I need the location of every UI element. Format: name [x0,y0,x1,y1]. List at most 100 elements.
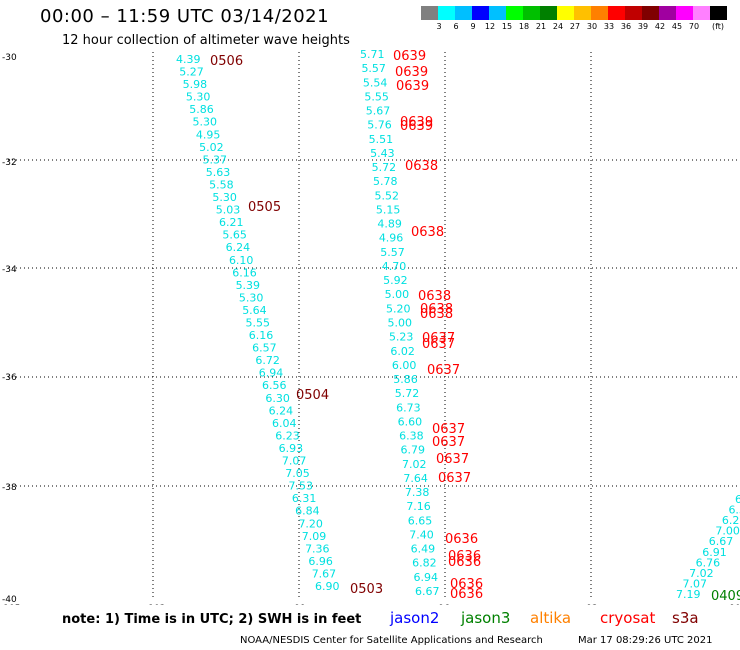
wave-height-value: 5.64 [242,304,267,317]
wave-height-value: 7.67 [312,567,337,580]
lat-label: -38 [2,483,17,493]
lon-label: -99 [291,604,306,605]
wave-height-value: 7.19 [676,588,701,601]
scale-swatch [540,6,557,20]
wave-height-value: 4.39 [176,53,201,66]
wave-height-value: 5.00 [388,317,413,330]
pass-time-label: 0636 [448,555,481,570]
scale-swatch [642,6,659,20]
scale-swatch [472,6,489,20]
wave-height-value: 5.23 [389,331,414,344]
wave-height-value: 6.96 [308,555,333,568]
wave-height-value: 5.71 [360,48,385,61]
wave-height-value: 5.52 [374,189,399,202]
wave-height-value: 6.38 [399,430,424,443]
wave-height-value: 6.5 [728,504,740,517]
wave-height-value: 4.95 [196,128,221,141]
wave-height-value: 6.2 [722,514,740,527]
wave-height-value: 4.70 [382,260,407,273]
wave-height-value: 5.67 [366,105,391,118]
wave-height-value: 6.23 [275,429,300,442]
wave-height-value: 7.00 [715,525,740,538]
wave-height-value: 5.98 [183,78,208,91]
wave-height-value: 5.86 [393,373,418,386]
pass-time-label: 0639 [400,119,433,134]
pass-time-label: 0505 [248,200,281,215]
lat-label: -30 [2,53,17,63]
note-text: note: 1) Time is in UTC; 2) SWH is in fe… [62,612,362,627]
scale-swatch [625,6,642,20]
wave-height-value: 6.16 [249,329,273,342]
scale-swatch [438,6,455,20]
wave-height-value: 7.36 [305,542,330,555]
wave-height-value: 5.27 [179,66,204,79]
scale-label: 12 [484,22,496,31]
wave-height-value: 6 [735,493,740,506]
lon-label: -90 [726,604,740,605]
pass-time-label: 0637 [432,435,465,450]
lat-label: -34 [2,265,17,275]
wave-height-value: 6.21 [219,216,244,229]
scale-label: 42 [654,22,666,31]
wave-height-value: 6.24 [269,404,294,417]
scale-label: 36 [620,22,632,31]
lat-label: -36 [2,373,17,383]
wave-height-value: 4.89 [377,218,402,231]
wave-height-value: 6.94 [414,571,439,584]
pass-time-label: 0638 [420,307,453,322]
wave-height-value: 5.86 [189,103,214,116]
pass-time-label: 0636 [445,532,478,547]
wave-height-value: 5.20 [386,302,411,315]
wave-height-value: 7.64 [403,472,428,485]
scale-swatch [523,6,540,20]
pass-time-label: 0638 [420,302,453,317]
pass-time-label: 0637 [422,337,455,352]
wave-height-value: 7.53 [289,480,314,493]
pass-time-label: 0638 [411,225,444,240]
pass-time-label: 0409 [711,589,740,604]
wave-height-value: 6.57 [252,342,277,355]
wave-height-value: 6.94 [259,367,284,380]
wave-height-value: 5.30 [212,191,237,204]
wave-height-value: 6.67 [415,585,440,598]
wave-height-value: 6.00 [392,359,417,372]
pass-time-label: 0636 [450,577,483,592]
legend-s3a: s3a [672,609,699,627]
wave-height-value: 5.57 [361,62,386,75]
wave-height-value: 5.55 [364,90,389,103]
scale-swatch [608,6,625,20]
wave-height-value: 7.07 [282,455,307,468]
wave-height-value: 5.55 [246,317,271,330]
wave-height-value: 6.91 [702,546,727,559]
wave-height-value: 5.03 [216,204,241,217]
credit-text: NOAA/NESDIS Center for Satellite Applica… [240,635,543,646]
wave-height-value: 7.02 [402,458,427,471]
wave-height-value: 6.90 [315,580,340,593]
pass-time-label: 0637 [432,422,465,437]
wave-height-value: 6.60 [398,415,423,428]
wave-height-value: 5.78 [373,175,398,188]
wave-height-value: 7.07 [683,577,708,590]
wave-height-value: 5.72 [372,161,397,174]
wave-height-value: 5.72 [395,387,420,400]
wave-height-value: 5.02 [199,141,224,154]
wave-height-value: 5.51 [369,133,394,146]
wave-height-value: 5.37 [202,153,227,166]
wave-height-value: 4.96 [379,232,404,245]
scale-swatch [710,6,727,20]
wave-height-value: 6.93 [279,442,304,455]
scale-label: 27 [569,22,581,31]
wave-height-value: 5.65 [222,229,247,242]
wave-height-value: 7.09 [302,530,327,543]
wave-height-value: 6.76 [696,556,721,569]
wave-height-value: 6.02 [390,345,415,358]
wave-height-value: 6.73 [396,401,421,414]
pass-time-label: 0639 [393,49,426,64]
scale-swatch [421,6,438,20]
lat-label: -32 [2,158,17,168]
wave-height-value: 5.63 [206,166,231,179]
wave-height-value: 6.82 [412,557,437,570]
pass-time-label: 0637 [427,363,460,378]
scale-label: 24 [552,22,564,31]
scale-label: 70 [688,22,700,31]
